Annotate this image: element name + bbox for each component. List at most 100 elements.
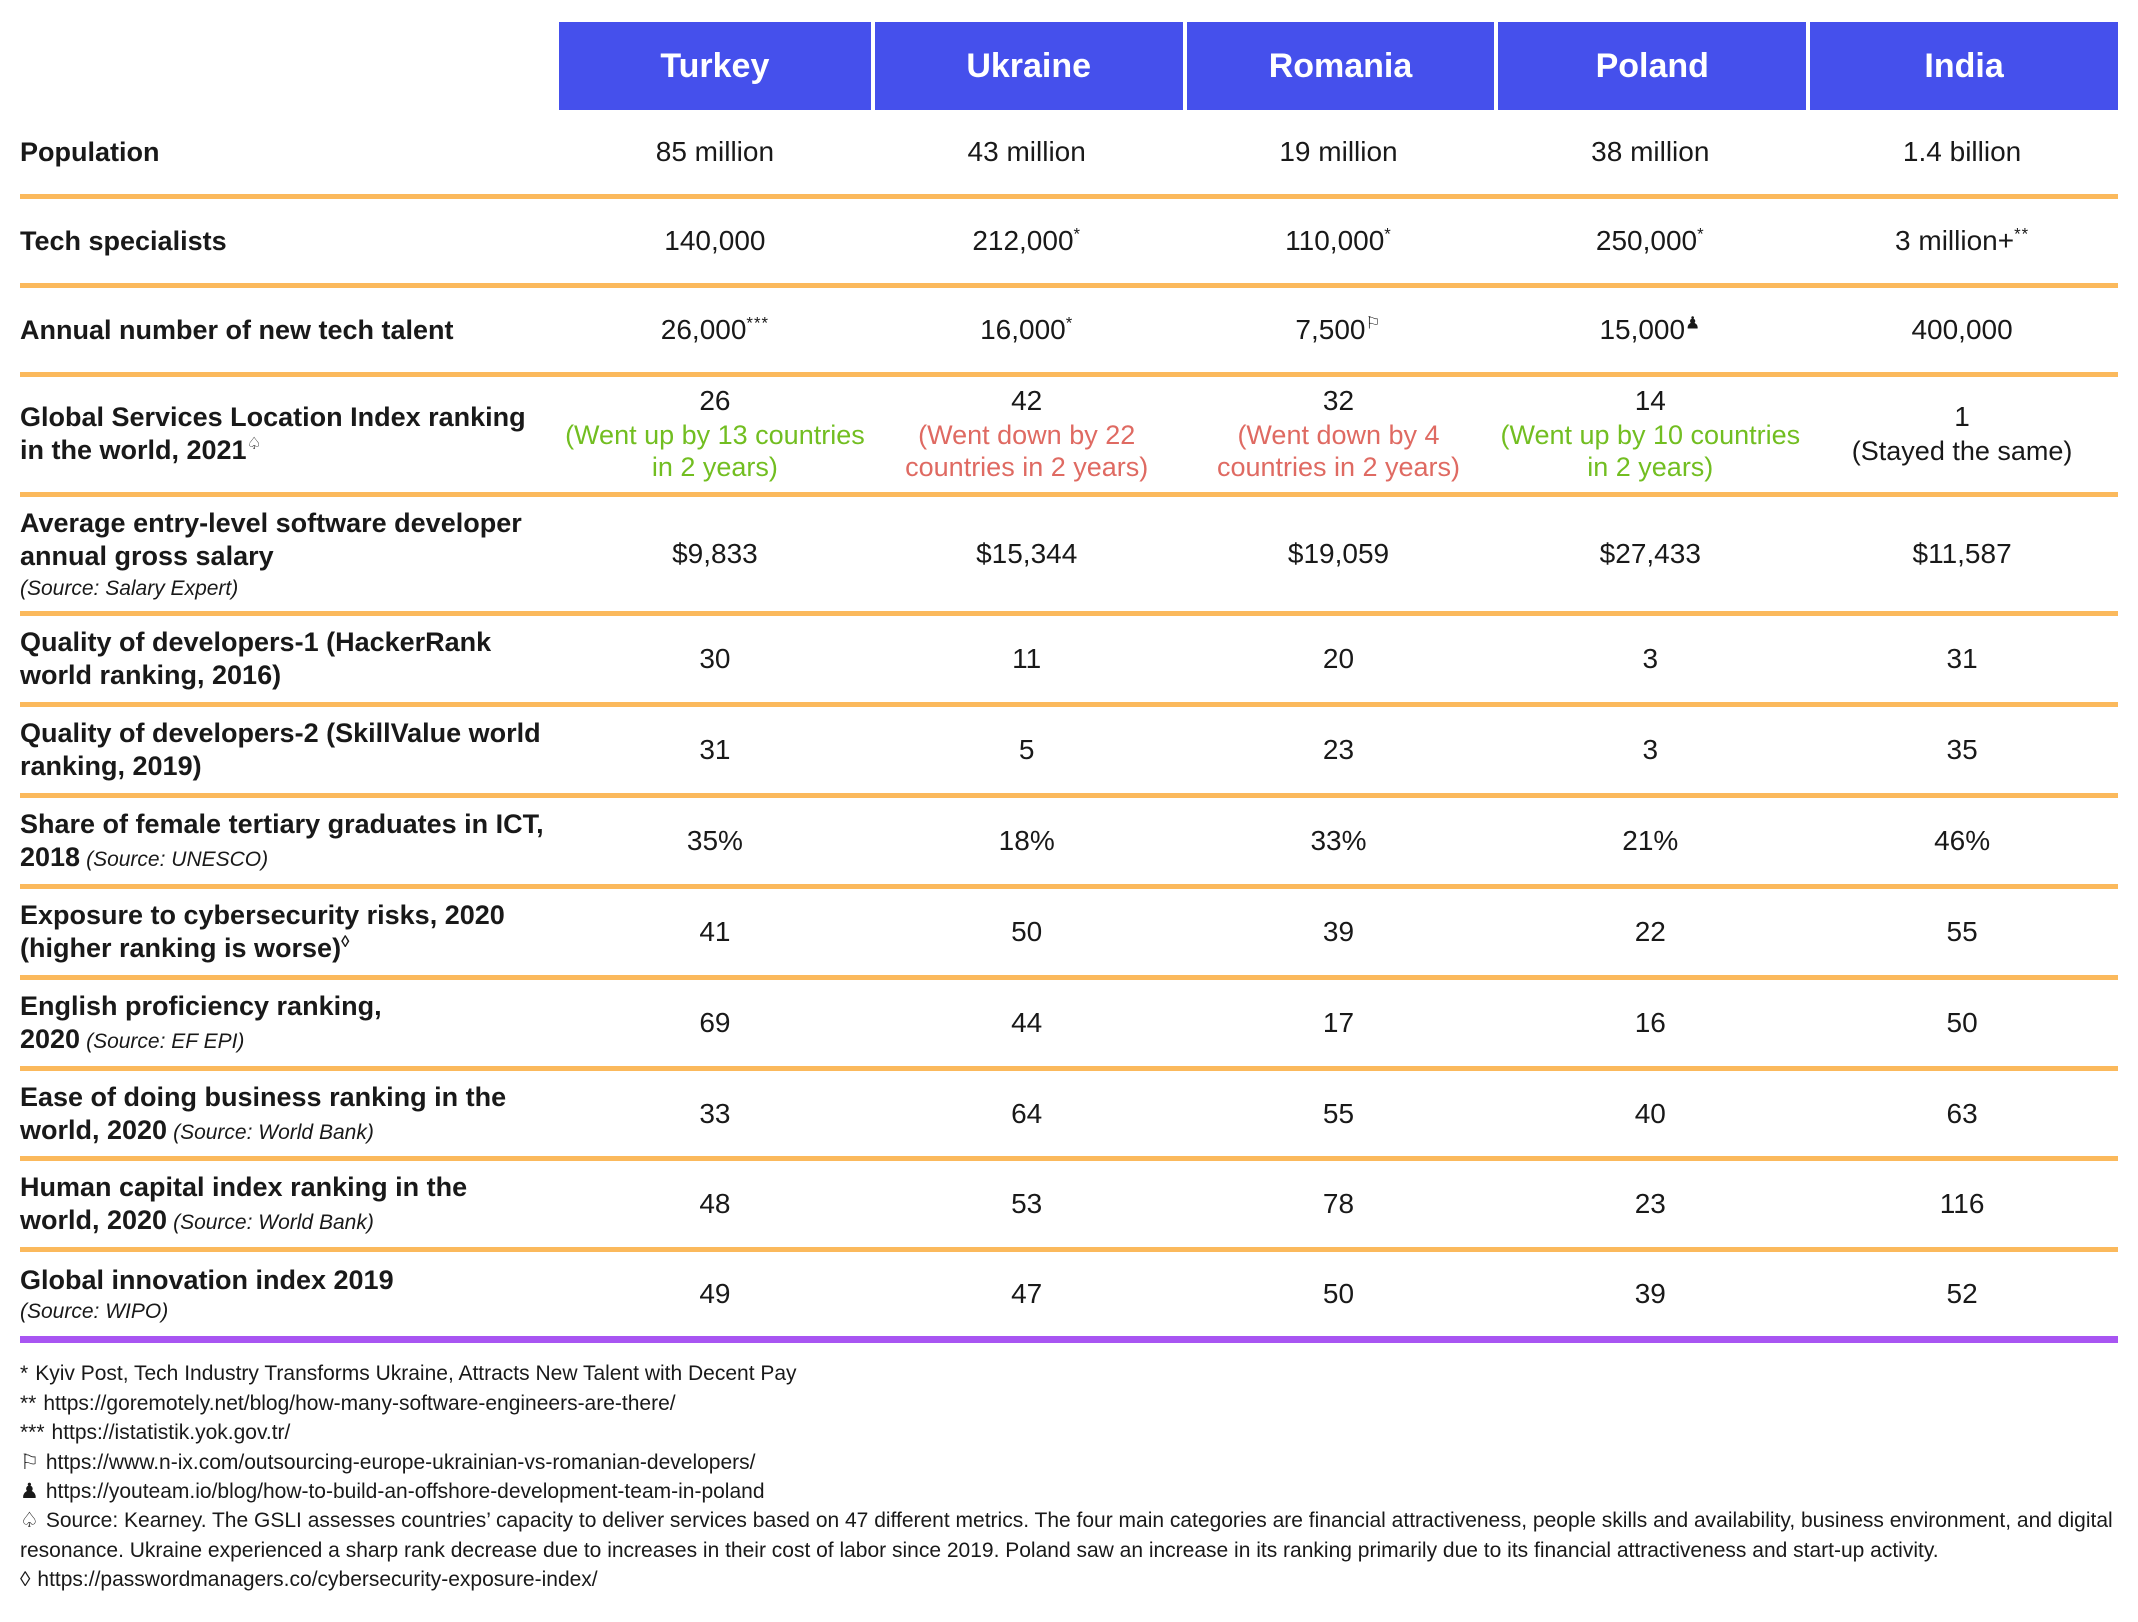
row-label-text: Quality of developers-2 (SkillValue worl… — [20, 718, 541, 782]
cell-value: 140,000 — [664, 225, 766, 256]
table-cell: $27,433 — [1494, 530, 1806, 578]
table-cell: 42 (Went down by 22 countries in 2 years) — [871, 377, 1183, 492]
table-cell: 23 — [1494, 1180, 1806, 1228]
cell-value: $11,587 — [1912, 537, 2012, 569]
table-cell: 69 — [559, 999, 871, 1047]
footnote-text: Source: Kearney. The GSLI assesses count… — [20, 1509, 2119, 1562]
cell-value: 110,000 — [1285, 225, 1385, 256]
table-row-new-tech-talent: Annual number of new tech talent 26,000*… — [20, 288, 2118, 377]
cell-value: 31 — [1946, 643, 1978, 675]
row-label-text: Average entry-level software developer a… — [20, 507, 522, 571]
table-cell: 3 — [1494, 635, 1806, 683]
cell-value: 85 million — [655, 136, 775, 167]
table-cell: $15,344 — [871, 530, 1183, 578]
table-cell: 16 — [1494, 999, 1806, 1047]
table-row-population: Population 85 million 43 million 19 mill… — [20, 110, 2118, 199]
row-label: Global Services Location Index ranking i… — [20, 391, 559, 477]
table-cell: 212,000* — [871, 217, 1183, 265]
cell-value: $19,059 — [1287, 537, 1390, 569]
table-cell: 50 — [1806, 999, 2118, 1047]
rank-change-note: (Went down by 4 countries in 2 years) — [1216, 420, 1461, 482]
table-row-global-innovation-index: Global innovation index 2019 (Source: WIP… — [20, 1252, 2118, 1344]
table-cell: 21% — [1494, 817, 1806, 865]
table-cell: 26,000*** — [559, 306, 871, 354]
cell-value: $9,833 — [672, 537, 758, 569]
footnote-asterisk: * Kyiv Post, Tech Industry Transforms Ukr… — [20, 1359, 2118, 1388]
header-spacer — [20, 22, 559, 110]
table-cell: 50 — [1183, 1270, 1495, 1318]
table-row-tech-specialists: Tech specialists 140,000 212,000* 110,00… — [20, 199, 2118, 288]
table-row-female-ict-graduates: Share of female tertiary graduates in IC… — [20, 798, 2118, 889]
column-header-romania: Romania — [1182, 22, 1495, 110]
row-label: Share of female tertiary graduates in IC… — [20, 798, 559, 884]
cell-value: 31 — [699, 734, 731, 766]
row-label-text: Quality of developers-1 (HackerRank worl… — [20, 627, 492, 691]
pawn-footnote-marker: ♟ — [1685, 313, 1702, 333]
table-row-average-salary: Average entry-level software developer a… — [20, 497, 2118, 617]
table-cell: 53 — [871, 1180, 1183, 1228]
row-label: Average entry-level software developer a… — [20, 497, 559, 611]
cell-value: 38 million — [1591, 136, 1710, 167]
cell-value: 3 million+ — [1895, 225, 2015, 256]
cell-value: 42 — [1011, 385, 1043, 416]
cell-value: 15,000 — [1599, 314, 1686, 345]
table-cell: 30 — [559, 635, 871, 683]
table-cell: 18% — [871, 817, 1183, 865]
cell-value: 1 — [1954, 400, 1970, 432]
cell-value: 1.4 billion — [1902, 136, 2022, 167]
pawn-icon: ♟ — [20, 1479, 39, 1503]
cell-value: $27,433 — [1599, 537, 1701, 569]
table-cell: 46% — [1806, 817, 2118, 865]
row-source: (Source: UNESCO) — [86, 847, 269, 871]
row-label: Ease of doing business ranking in the wo… — [20, 1071, 559, 1157]
table-cell: 63 — [1806, 1090, 2118, 1138]
row-label: Quality of developers-2 (SkillValue worl… — [20, 707, 559, 793]
row-label-text: Annual number of new tech talent — [20, 314, 454, 345]
table-cell: 38 million — [1494, 128, 1806, 176]
cell-value: 23 — [1634, 1188, 1666, 1220]
footnote-triple-asterisk: *** https://istatistik.yok.gov.tr/ — [20, 1418, 2118, 1447]
cell-value: 44 — [1011, 1006, 1043, 1038]
table-cell: 52 — [1806, 1270, 2118, 1318]
row-label-text: Global Services Location Index ranking i… — [20, 402, 526, 466]
table-row-human-capital-index: Human capital index ranking in the world… — [20, 1161, 2118, 1253]
cell-value: 250,000 — [1595, 225, 1698, 256]
footnote-marker: *** — [746, 313, 770, 333]
cell-value: 14 — [1634, 385, 1666, 416]
table-cell: 22 — [1494, 908, 1806, 956]
table-cell: 47 — [871, 1270, 1183, 1318]
table-cell: 110,000* — [1183, 217, 1495, 265]
table-cell: 78 — [1183, 1180, 1495, 1228]
footnote-marker: ** — [2014, 224, 2030, 244]
table-cell: 14 (Went up by 10 countries in 2 years) — [1494, 377, 1806, 492]
table-cell: 16,000* — [871, 306, 1183, 354]
footnote-text: https://goremotely.net/blog/how-many-sof… — [43, 1391, 676, 1415]
cell-value: 39 — [1322, 915, 1355, 947]
cell-value: 55 — [1946, 915, 1978, 947]
cell-value: 17 — [1322, 1006, 1355, 1038]
table-cell: $11,587 — [1806, 530, 2118, 578]
table-cell: 55 — [1806, 908, 2118, 956]
flag-icon: ⚐ — [20, 1450, 39, 1474]
rank-change-note: (Went up by 13 countries in 2 years) — [565, 420, 865, 482]
spade-icon: ♤ — [20, 1509, 39, 1533]
column-header-label: Poland — [1595, 46, 1709, 85]
table-cell: 55 — [1183, 1090, 1495, 1138]
footnote-marker: * — [1065, 313, 1074, 333]
row-source: (Source: WIPO) — [20, 1300, 169, 1324]
table-cell: 26 (Went up by 13 countries in 2 years) — [559, 377, 871, 492]
cell-value: 22 — [1634, 915, 1666, 947]
footnote-spade: ♤ Source: Kearney. The GSLI assesses coun… — [20, 1506, 2118, 1565]
cell-value: 30 — [699, 643, 731, 675]
row-label: Global innovation index 2019 (Source: WIP… — [20, 1254, 559, 1336]
table-cell: 3 — [1494, 726, 1806, 774]
table-cell: 48 — [559, 1180, 871, 1228]
diamond-icon: ◊ — [20, 1568, 31, 1592]
rank-change-note: (Went down by 22 countries in 2 years) — [905, 420, 1149, 482]
column-header-label: Romania — [1268, 46, 1413, 85]
footnote-marker: * — [1073, 224, 1082, 244]
cell-value: 64 — [1011, 1097, 1043, 1129]
footnote-marker: * — [1697, 224, 1705, 244]
row-label: Exposure to cybersecurity risks, 2020 (h… — [20, 889, 559, 975]
row-label-text: Population — [20, 136, 160, 167]
